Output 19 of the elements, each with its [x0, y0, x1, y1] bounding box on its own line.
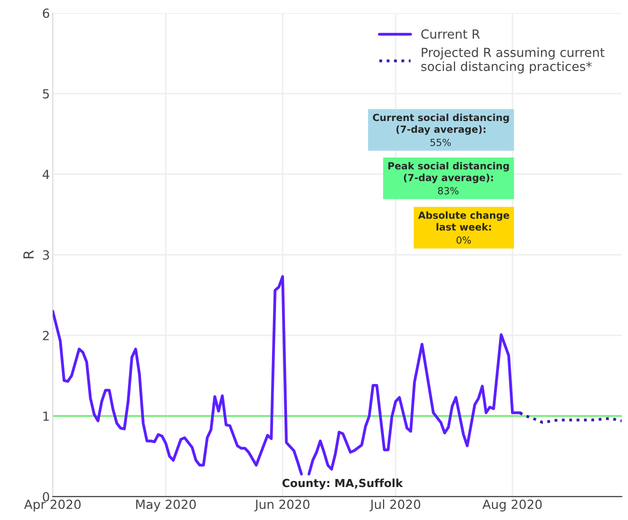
annotation: County: MA,Suffolk — [282, 478, 404, 490]
line-series — [518, 411, 622, 424]
text: Current social distancing (7-day average): 55% — [372, 114, 509, 146]
y-axis-title: R — [23, 250, 34, 258]
x-tick-label: Aug 2020 — [482, 500, 542, 512]
y-tick-label: 3 — [42, 250, 49, 260]
y-tick-label: 5 — [42, 89, 49, 99]
text: Peak social distancing (7-day average): 83% — [388, 162, 509, 194]
legend-label: Current R — [421, 29, 480, 39]
x-tick-label: May 2020 — [136, 500, 196, 512]
y-tick-label: 4 — [42, 170, 50, 179]
x-tick-label: Jul 2020 — [370, 499, 420, 512]
text: Absolute change last week: 0% — [418, 211, 510, 244]
y-tick-label: 1 — [43, 412, 49, 421]
y-tick-label: 0 — [42, 492, 50, 502]
y-tick-label: 2 — [42, 330, 49, 340]
y-tick-label: 6 — [42, 8, 50, 18]
legend-label: Projected R assuming current social distancing practices* — [421, 47, 604, 74]
x-tick-label: Jun 2020 — [254, 500, 310, 512]
